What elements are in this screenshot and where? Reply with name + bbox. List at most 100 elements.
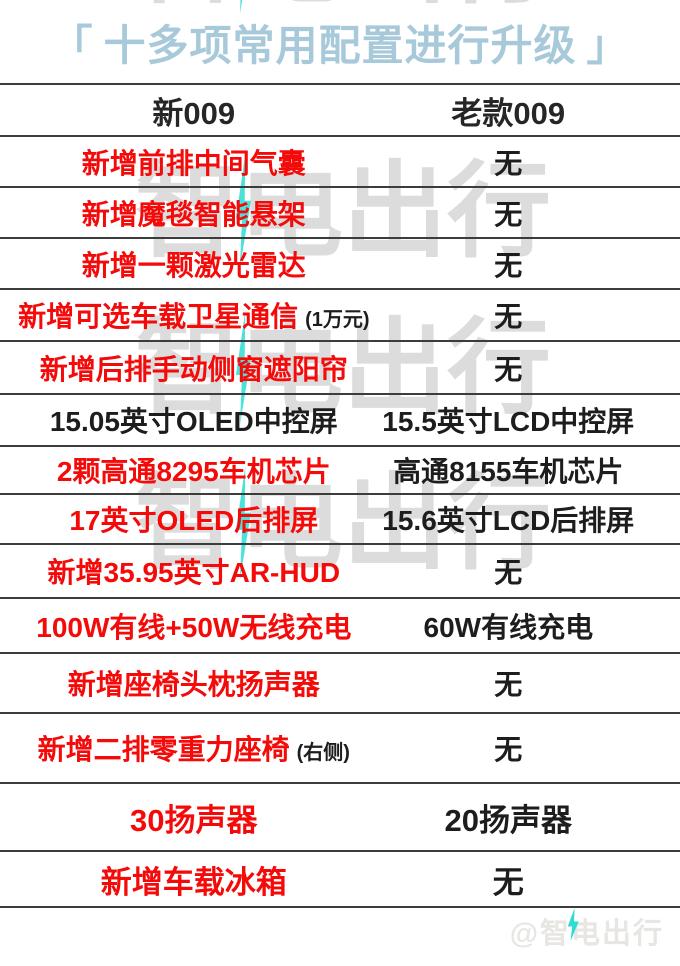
new-feature-text: 100W有线+50W无线充电	[36, 611, 352, 643]
new-feature-text: 新增魔毯智能悬架	[81, 198, 306, 230]
new-model-cell: 100W有线+50W无线充电	[0, 599, 388, 652]
table-row: 新增前排中间气囊 无	[0, 135, 680, 186]
table-row: 17英寸OLED后排屏 15.6英寸LCD后排屏	[0, 493, 680, 543]
old-model-cell: 60W有线充电	[388, 599, 629, 652]
new-feature-text: 30扬声器	[130, 802, 258, 838]
new-model-cell: 新增后排手动侧窗遮阳帘	[0, 342, 388, 393]
new-feature-text: 新增35.95英寸AR-HUD	[47, 557, 341, 588]
credit-text: @智电出行	[509, 918, 664, 950]
row-spacer	[629, 447, 680, 493]
row-spacer	[629, 714, 680, 782]
old-feature-text: 无	[494, 353, 523, 385]
row-spacer	[629, 137, 680, 186]
new-model-cell: 17英寸OLED后排屏	[0, 495, 388, 543]
row-spacer	[629, 342, 680, 393]
watermark-row: 智电出行	[135, 154, 575, 268]
feature-note: (右侧)	[296, 742, 350, 764]
table-row: 新增35.95英寸AR-HUD 无	[0, 543, 680, 597]
old-model-cell: 无	[388, 342, 629, 393]
watermark-row: 智电出行	[135, 466, 575, 580]
old-feature-text: 15.5英寸LCD中控屏	[382, 406, 635, 437]
watermark-text: 智电出行	[135, 0, 551, 16]
row-spacer	[629, 239, 680, 288]
new-feature-text: 新增二排零重力座椅	[37, 734, 290, 765]
new-model-header: 新009	[152, 95, 236, 131]
new-model-cell: 新增魔毯智能悬架	[0, 188, 388, 237]
old-model-cell: 高通8155车机芯片	[388, 447, 629, 493]
new-feature-text: 新增前排中间气囊	[81, 147, 306, 179]
feature-note: (1万元)	[305, 309, 370, 331]
new-model-cell: 新增一颗激光雷达	[0, 239, 388, 288]
row-spacer	[629, 188, 680, 237]
new-model-cell: 15.05英寸OLED中控屏	[0, 395, 388, 445]
row-spacer	[629, 495, 680, 543]
row-spacer	[629, 545, 680, 597]
watermark-row: 智电出行	[135, 0, 575, 14]
watermark-row: 智电出行	[135, 311, 575, 425]
old-model-cell: 无	[388, 239, 629, 288]
row-spacer	[629, 654, 680, 712]
new-model-cell: 新增可选车载卫星通信 (1万元)	[0, 290, 388, 340]
old-feature-text: 无	[494, 249, 523, 281]
old-feature-text: 15.6英寸LCD后排屏	[382, 505, 635, 536]
table-row: 新增车载冰箱 无	[0, 850, 680, 908]
table-row: 新增一颗激光雷达 无	[0, 237, 680, 288]
lightning-bolt-icon	[567, 908, 579, 941]
watermark-text: 智电出行	[135, 466, 552, 582]
old-model-cell: 无	[388, 714, 629, 782]
new-feature-text: 2颗高通8295车机芯片	[56, 456, 331, 487]
new-model-cell: 新增座椅头枕扬声器	[0, 654, 388, 712]
old-feature-text: 无	[494, 734, 523, 765]
new-feature-text: 15.05英寸OLED中控屏	[49, 406, 338, 437]
new-feature-text: 新增后排手动侧窗遮阳帘	[39, 353, 348, 385]
new-model-header-cell: 新009	[0, 85, 388, 135]
old-feature-text: 无	[494, 669, 523, 700]
old-feature-text: 60W有线充电	[423, 611, 594, 643]
title-bracket-left: 「	[50, 22, 94, 69]
new-feature-text: 新增车载冰箱	[100, 864, 287, 900]
table-row: 15.05英寸OLED中控屏 15.5英寸LCD中控屏	[0, 393, 680, 445]
table-row: 30扬声器 20扬声器	[0, 782, 680, 850]
new-model-cell: 新增二排零重力座椅 (右侧)	[0, 714, 388, 782]
old-model-header-cell: 老款009	[388, 85, 629, 135]
table-row: 新增座椅头枕扬声器 无	[0, 652, 680, 712]
footer-watermark: @智电出行	[509, 908, 664, 952]
old-model-cell: 无	[388, 654, 629, 712]
old-model-cell: 无	[388, 852, 629, 906]
old-model-cell: 无	[388, 290, 629, 340]
new-model-cell: 30扬声器	[0, 784, 388, 850]
watermark-text: 智电出行	[135, 311, 552, 427]
old-model-cell: 无	[388, 188, 629, 237]
old-feature-text: 无	[494, 557, 523, 588]
new-model-cell: 新增车载冰箱	[0, 852, 388, 906]
table-row: 新增后排手动侧窗遮阳帘 无	[0, 340, 680, 393]
old-feature-text: 无	[494, 301, 523, 332]
old-model-cell: 无	[388, 545, 629, 597]
new-feature-text: 17英寸OLED后排屏	[69, 505, 319, 536]
comparison-table: 新009 老款009 新增前排中间气囊 无 新增魔毯智能悬架 无 新增一颗激光雷…	[0, 83, 680, 908]
table-row: 新增可选车载卫星通信 (1万元) 无	[0, 288, 680, 340]
old-feature-text: 高通8155车机芯片	[393, 456, 624, 487]
watermark-text: 智电出行	[135, 154, 552, 270]
new-model-cell: 新增前排中间气囊	[0, 137, 388, 186]
old-feature-text: 无	[492, 864, 524, 900]
page-title: 「十多项常用配置进行升级」	[0, 12, 680, 73]
table-header-row: 新009 老款009	[0, 83, 680, 135]
row-spacer	[629, 85, 680, 135]
row-spacer	[629, 599, 680, 652]
old-model-cell: 15.6英寸LCD后排屏	[382, 495, 634, 543]
row-spacer	[629, 784, 680, 850]
title-bracket-right: 」	[586, 22, 630, 69]
table-row: 新增魔毯智能悬架 无	[0, 186, 680, 237]
old-feature-text: 无	[494, 147, 523, 179]
table-row: 100W有线+50W无线充电 60W有线充电	[0, 597, 680, 652]
old-model-cell: 15.5英寸LCD中控屏	[382, 395, 634, 445]
old-feature-text: 20扬声器	[444, 802, 573, 838]
row-spacer	[629, 290, 680, 340]
old-model-cell: 无	[388, 137, 629, 186]
old-feature-text: 无	[494, 198, 523, 230]
new-feature-text: 新增可选车载卫星通信	[18, 301, 299, 332]
table-row: 新增二排零重力座椅 (右侧) 无	[0, 712, 680, 782]
new-feature-text: 新增一颗激光雷达	[81, 249, 306, 281]
